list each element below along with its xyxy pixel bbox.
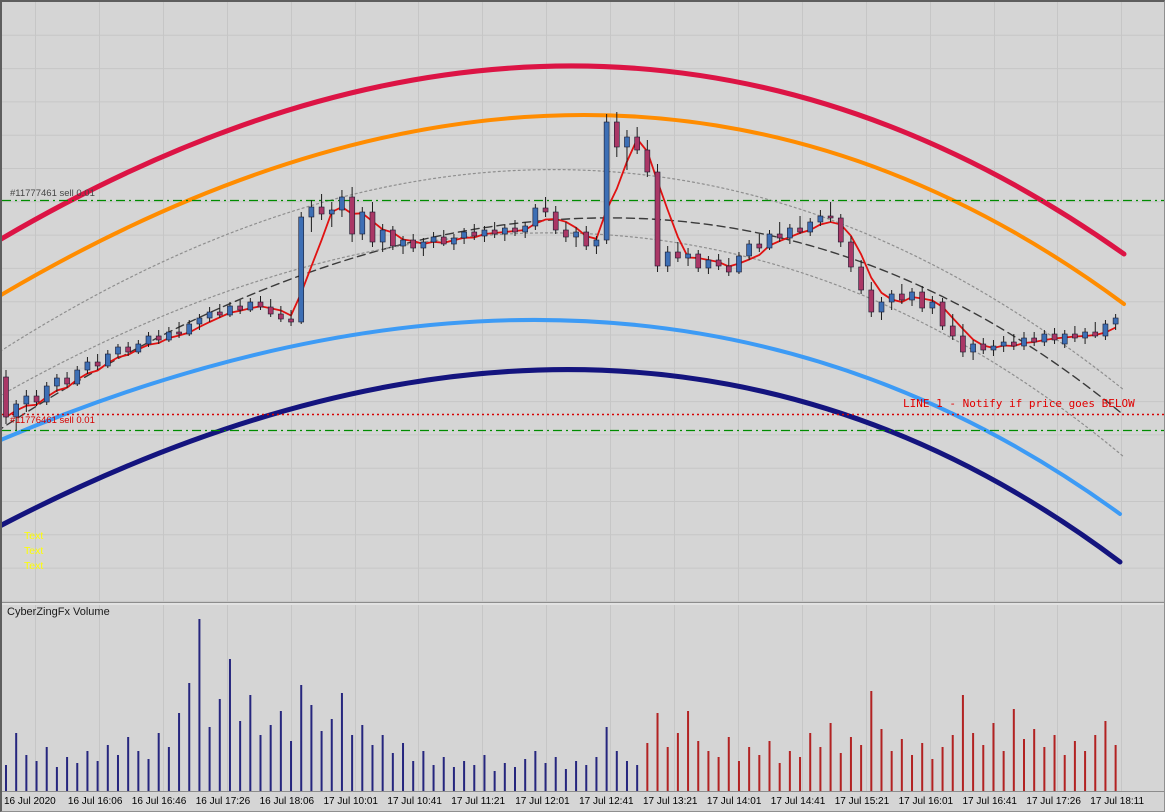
time-axis[interactable]: 16 Jul 2020 16 Jul 16:06 16 Jul 16:46 16 Ju… [2, 791, 1164, 811]
sell-order-label-top: #11777461 sell 0.01 [10, 188, 95, 199]
x-axis-label: 17 Jul 14:01 [706, 796, 762, 807]
x-axis-label: 17 Jul 17:26 [1026, 796, 1081, 807]
yellow-text-label: Text [24, 560, 44, 572]
x-axis-label: 16 Jul 2020 [4, 796, 56, 807]
yellow-text-label: Text [24, 530, 44, 542]
x-axis-label: 16 Jul 17:26 [195, 796, 251, 807]
x-axis-label: 16 Jul 18:06 [259, 796, 315, 807]
volume-indicator-title: CyberZingFx Volume [7, 606, 110, 618]
alert-line-label: LINE 1 - Notify if price goes BELOW [903, 397, 1135, 410]
x-axis-label: 17 Jul 11:21 [451, 796, 506, 807]
x-axis-label: 16 Jul 16:06 [67, 796, 123, 807]
x-axis-label: 17 Jul 15:21 [834, 796, 890, 807]
x-axis-label: 17 Jul 10:41 [387, 796, 442, 807]
x-axis-label: 16 Jul 16:46 [131, 796, 187, 807]
x-axis-label: 17 Jul 10:01 [323, 796, 379, 807]
sell-order-label-bottom: #11776461 sell 0.01 [10, 415, 95, 426]
x-axis-label: 17 Jul 12:41 [579, 796, 634, 807]
x-axis-label: 17 Jul 18:11 [1090, 796, 1145, 807]
yellow-text-label: Text [24, 545, 44, 557]
x-axis-label: 17 Jul 16:41 [962, 796, 1018, 807]
x-axis-label: 17 Jul 14:41 [770, 796, 826, 807]
x-axis-label: 17 Jul 12:01 [515, 796, 570, 807]
x-axis-label: 17 Jul 16:01 [898, 796, 954, 807]
x-axis-label: 17 Jul 13:21 [643, 796, 698, 807]
